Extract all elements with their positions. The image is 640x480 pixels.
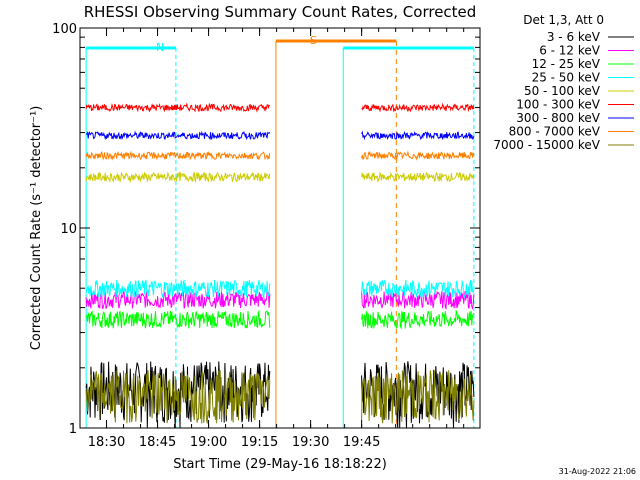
series-lines bbox=[85, 102, 475, 429]
series-line-7-segment-1 bbox=[361, 150, 475, 161]
x-tick-label: 19:15 bbox=[241, 435, 278, 450]
series-line-6-segment-1 bbox=[361, 130, 475, 141]
y-tick-label: 1 bbox=[69, 422, 77, 437]
chart-title: RHESSI Observing Summary Count Rates, Co… bbox=[84, 3, 477, 21]
y-tick-label: 10 bbox=[60, 222, 77, 237]
series-line-5-segment-1 bbox=[361, 102, 475, 113]
series-line-4-segment-0 bbox=[85, 170, 271, 184]
x-tick-label: 19:45 bbox=[343, 435, 380, 450]
night-flag-label: N bbox=[156, 41, 164, 54]
x-tick-label: 19:30 bbox=[292, 435, 329, 450]
y-axis-label: Corrected Count Rate (s⁻¹ detector⁻¹) bbox=[29, 106, 44, 351]
legend-label-3: 25 - 50 keV bbox=[532, 71, 601, 85]
x-tick-label: 18:30 bbox=[88, 435, 125, 450]
series-line-8-segment-0 bbox=[85, 370, 271, 424]
legend-label-7: 800 - 7000 keV bbox=[509, 125, 601, 139]
axis-ticks: 18:30 18:45 19:00 19:15 19:30 19:45 1 10 100 bbox=[52, 22, 480, 450]
legend-label-4: 50 - 100 keV bbox=[524, 84, 601, 98]
series-line-2-segment-0 bbox=[85, 309, 271, 329]
legend-title: Det 1,3, Att 0 bbox=[523, 13, 604, 27]
series-line-1-segment-1 bbox=[361, 289, 475, 311]
x-tick-label: 19:00 bbox=[190, 435, 227, 450]
series-line-2-segment-1 bbox=[361, 309, 475, 330]
series-line-8-segment-1 bbox=[361, 370, 475, 424]
plot-background bbox=[80, 28, 480, 428]
series-line-7-segment-0 bbox=[85, 150, 271, 161]
x-axis-label: Start Time (29-May-16 18:18:22) bbox=[173, 457, 387, 472]
series-line-5-segment-0 bbox=[85, 102, 271, 113]
series-line-3-segment-0 bbox=[85, 279, 271, 300]
series-line-3-segment-1 bbox=[361, 279, 475, 299]
legend-label-2: 12 - 25 keV bbox=[532, 57, 601, 71]
x-tick-label: 18:45 bbox=[139, 435, 176, 450]
series-line-6-segment-0 bbox=[85, 130, 271, 141]
y-tick-label: 100 bbox=[52, 22, 77, 37]
footer-timestamp: 31-Aug-2022 21:06 bbox=[559, 467, 636, 476]
legend-label-0: 3 - 6 keV bbox=[547, 30, 601, 44]
legend-label-5: 100 - 300 keV bbox=[516, 98, 600, 112]
saa-flag-label: S bbox=[310, 34, 317, 47]
flag-layer bbox=[85, 39, 475, 428]
series-line-4-segment-1 bbox=[361, 171, 475, 184]
legend-label-8: 7000 - 15000 keV bbox=[493, 138, 600, 152]
legend-label-1: 6 - 12 keV bbox=[539, 44, 601, 58]
legend-label-6: 300 - 800 keV bbox=[516, 111, 600, 125]
